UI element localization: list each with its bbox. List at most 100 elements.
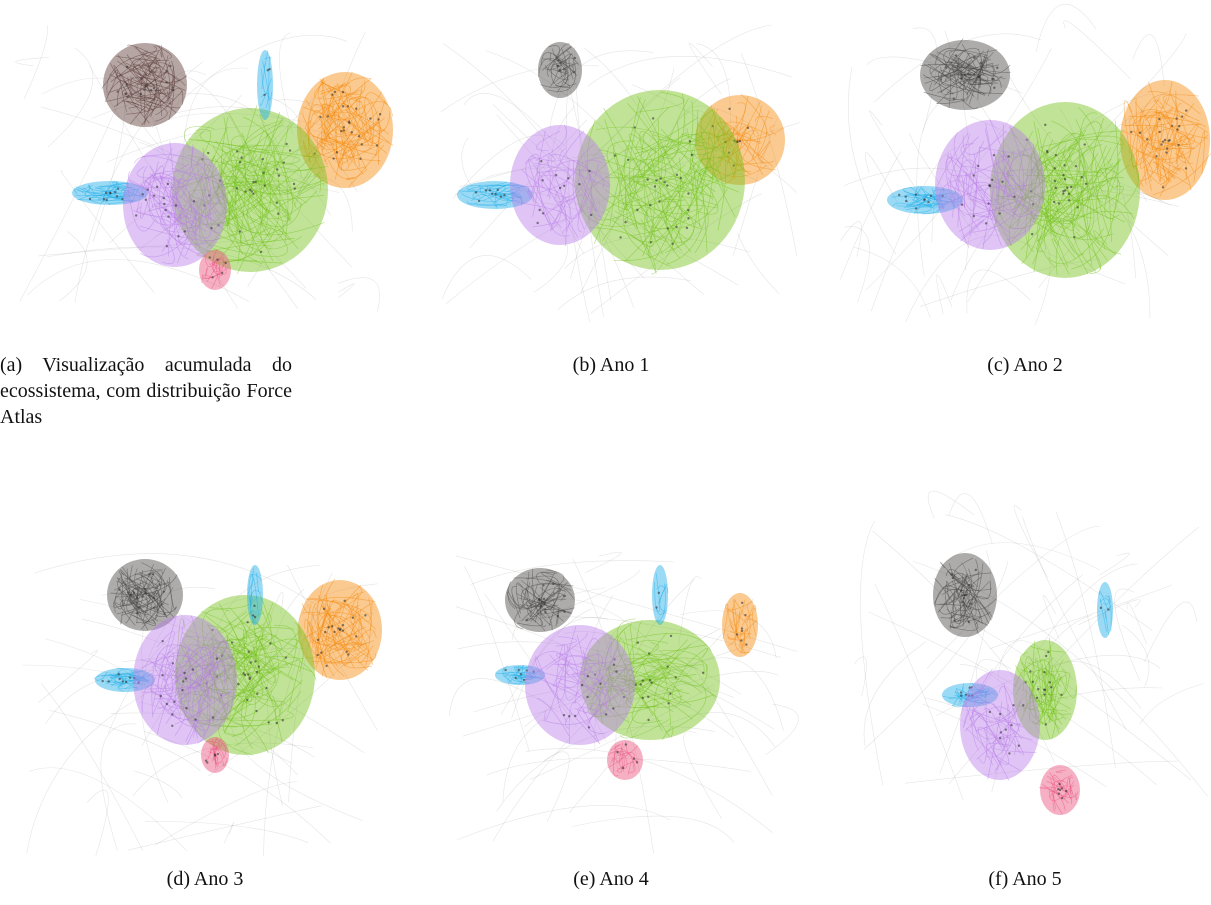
node xyxy=(915,193,917,195)
figure-page: (a) Visualização acumulada do ecossistem… xyxy=(0,0,1211,905)
node xyxy=(268,721,270,723)
node xyxy=(963,594,965,596)
node xyxy=(977,165,979,167)
node xyxy=(249,661,251,663)
node xyxy=(231,641,233,643)
node xyxy=(666,184,668,186)
node xyxy=(340,130,342,132)
node xyxy=(503,194,505,196)
node xyxy=(702,672,704,674)
node xyxy=(961,601,963,603)
node xyxy=(619,236,621,238)
node xyxy=(153,597,155,599)
node xyxy=(1005,728,1007,730)
node xyxy=(555,174,557,176)
edge xyxy=(1144,602,1197,662)
node xyxy=(237,683,239,685)
node xyxy=(1037,688,1039,690)
node xyxy=(587,675,589,677)
node xyxy=(327,115,329,117)
node xyxy=(246,621,248,623)
node xyxy=(163,203,165,205)
node xyxy=(637,641,639,643)
node xyxy=(145,199,147,201)
node xyxy=(494,193,496,195)
node xyxy=(517,669,519,671)
node xyxy=(559,62,561,64)
caption-text: Ano 4 xyxy=(599,868,648,890)
node xyxy=(216,259,218,261)
node xyxy=(333,631,335,633)
edge xyxy=(1036,4,1096,52)
node xyxy=(248,651,250,653)
node xyxy=(165,209,167,211)
node xyxy=(1050,686,1052,688)
node xyxy=(185,707,187,709)
node xyxy=(153,87,155,89)
node xyxy=(1032,681,1034,683)
edge xyxy=(1100,553,1130,575)
node xyxy=(536,222,538,224)
node xyxy=(998,212,1000,214)
node xyxy=(117,673,119,675)
edge xyxy=(503,717,547,802)
node xyxy=(558,70,560,72)
node xyxy=(276,202,278,204)
node xyxy=(317,639,319,641)
node xyxy=(1165,151,1167,153)
node xyxy=(1045,655,1047,657)
node xyxy=(209,256,211,258)
node xyxy=(376,144,378,146)
node xyxy=(147,188,149,190)
node xyxy=(261,158,263,160)
node xyxy=(172,662,174,664)
node xyxy=(1001,181,1003,183)
node xyxy=(163,590,165,592)
node xyxy=(342,624,344,626)
node xyxy=(346,651,348,653)
node xyxy=(119,678,121,680)
caption-text: Ano 1 xyxy=(600,354,649,376)
node xyxy=(1047,651,1049,653)
node xyxy=(1168,139,1170,141)
node xyxy=(331,625,333,627)
node xyxy=(669,693,671,695)
node xyxy=(105,192,107,194)
node xyxy=(489,189,491,191)
node xyxy=(1068,193,1070,195)
node xyxy=(975,569,977,571)
node xyxy=(167,215,169,217)
node xyxy=(544,608,546,610)
node xyxy=(1064,178,1066,180)
node xyxy=(206,761,208,763)
node xyxy=(650,241,652,243)
node xyxy=(612,707,614,709)
node xyxy=(135,214,137,216)
node xyxy=(101,680,103,682)
node xyxy=(745,643,747,645)
node xyxy=(1060,694,1062,696)
node xyxy=(636,209,638,211)
node xyxy=(339,628,341,630)
node xyxy=(728,108,730,110)
node xyxy=(1054,167,1056,169)
node xyxy=(221,272,223,274)
node xyxy=(138,606,140,608)
node xyxy=(364,614,366,616)
node xyxy=(1073,236,1075,238)
node xyxy=(1054,180,1056,182)
node xyxy=(544,611,546,613)
node xyxy=(1061,787,1063,789)
caption-f: (f) Ano 5 xyxy=(835,866,1211,892)
edge xyxy=(48,48,93,147)
node xyxy=(239,161,241,163)
node xyxy=(627,159,629,161)
node xyxy=(1046,150,1048,152)
node xyxy=(1007,155,1009,157)
network-figures xyxy=(0,0,1211,905)
edge xyxy=(38,650,98,702)
node xyxy=(605,713,607,715)
caption-text: Ano 5 xyxy=(1012,868,1061,890)
node xyxy=(331,93,333,95)
node xyxy=(652,117,654,119)
